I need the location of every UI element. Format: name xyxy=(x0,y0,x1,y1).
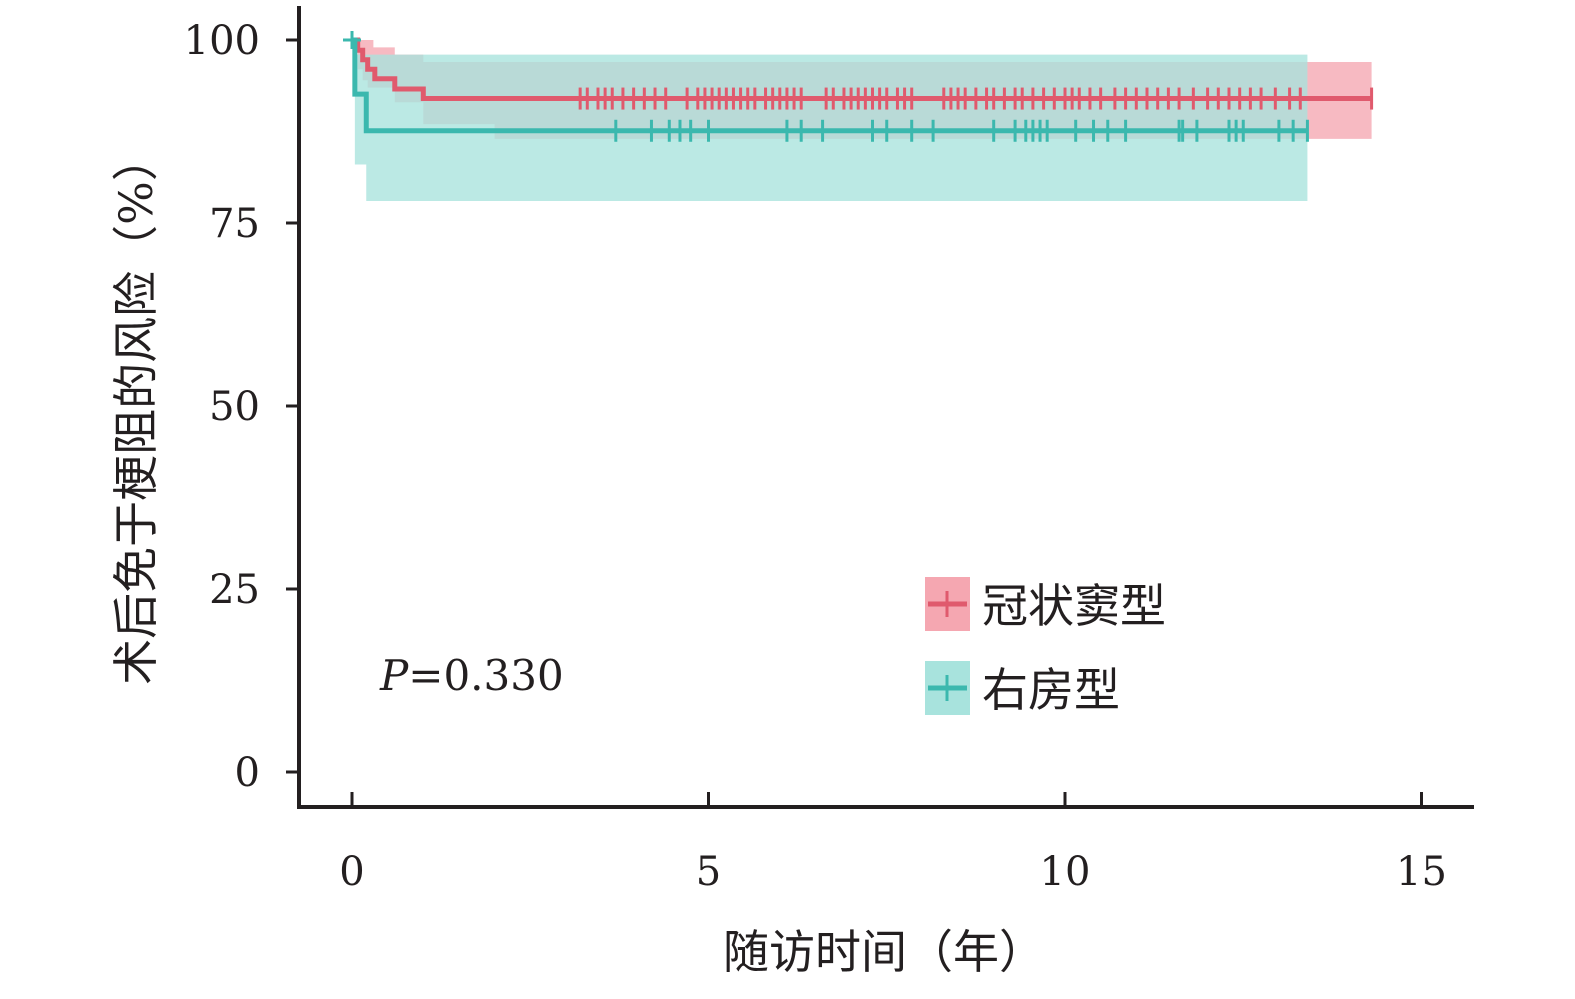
curve-0 xyxy=(352,37,1372,102)
legend-label-1: 右房型 xyxy=(982,663,1120,717)
y-tick-label-4: 100 xyxy=(184,18,260,64)
x-tick-label-3: 15 xyxy=(1396,849,1447,895)
p-label: P xyxy=(379,651,409,700)
y-tick-label-0: 0 xyxy=(235,750,260,796)
y-tick-label-1: 25 xyxy=(209,567,260,613)
x-axis-title: 随访时间（年） xyxy=(723,925,1045,979)
legend-label-0: 冠状窦型 xyxy=(982,579,1166,633)
y-tick-label-3: 75 xyxy=(209,201,260,247)
confidence-bands xyxy=(352,40,1372,202)
x-tick-label-2: 10 xyxy=(1040,849,1091,895)
ci-band-1 xyxy=(352,40,1308,202)
legend-item-1: 右房型 xyxy=(925,661,1120,717)
y-axis-title: 术后免于梗阻的风险（%） xyxy=(109,135,163,685)
x-tick-label-0: 0 xyxy=(339,849,364,895)
censor-marks xyxy=(343,31,1374,142)
y-tick-label-2: 50 xyxy=(209,384,260,430)
legend: 冠状窦型 右房型 xyxy=(925,577,1166,717)
p-value: =0.330 xyxy=(408,651,563,700)
p-value-annotation: P=0.330 xyxy=(379,651,564,700)
y-ticks: 0 25 50 75 100 xyxy=(184,18,299,796)
x-ticks: 0 5 10 15 xyxy=(339,792,1447,895)
x-tick-label-1: 5 xyxy=(696,849,721,895)
legend-item-0: 冠状窦型 xyxy=(925,577,1166,633)
